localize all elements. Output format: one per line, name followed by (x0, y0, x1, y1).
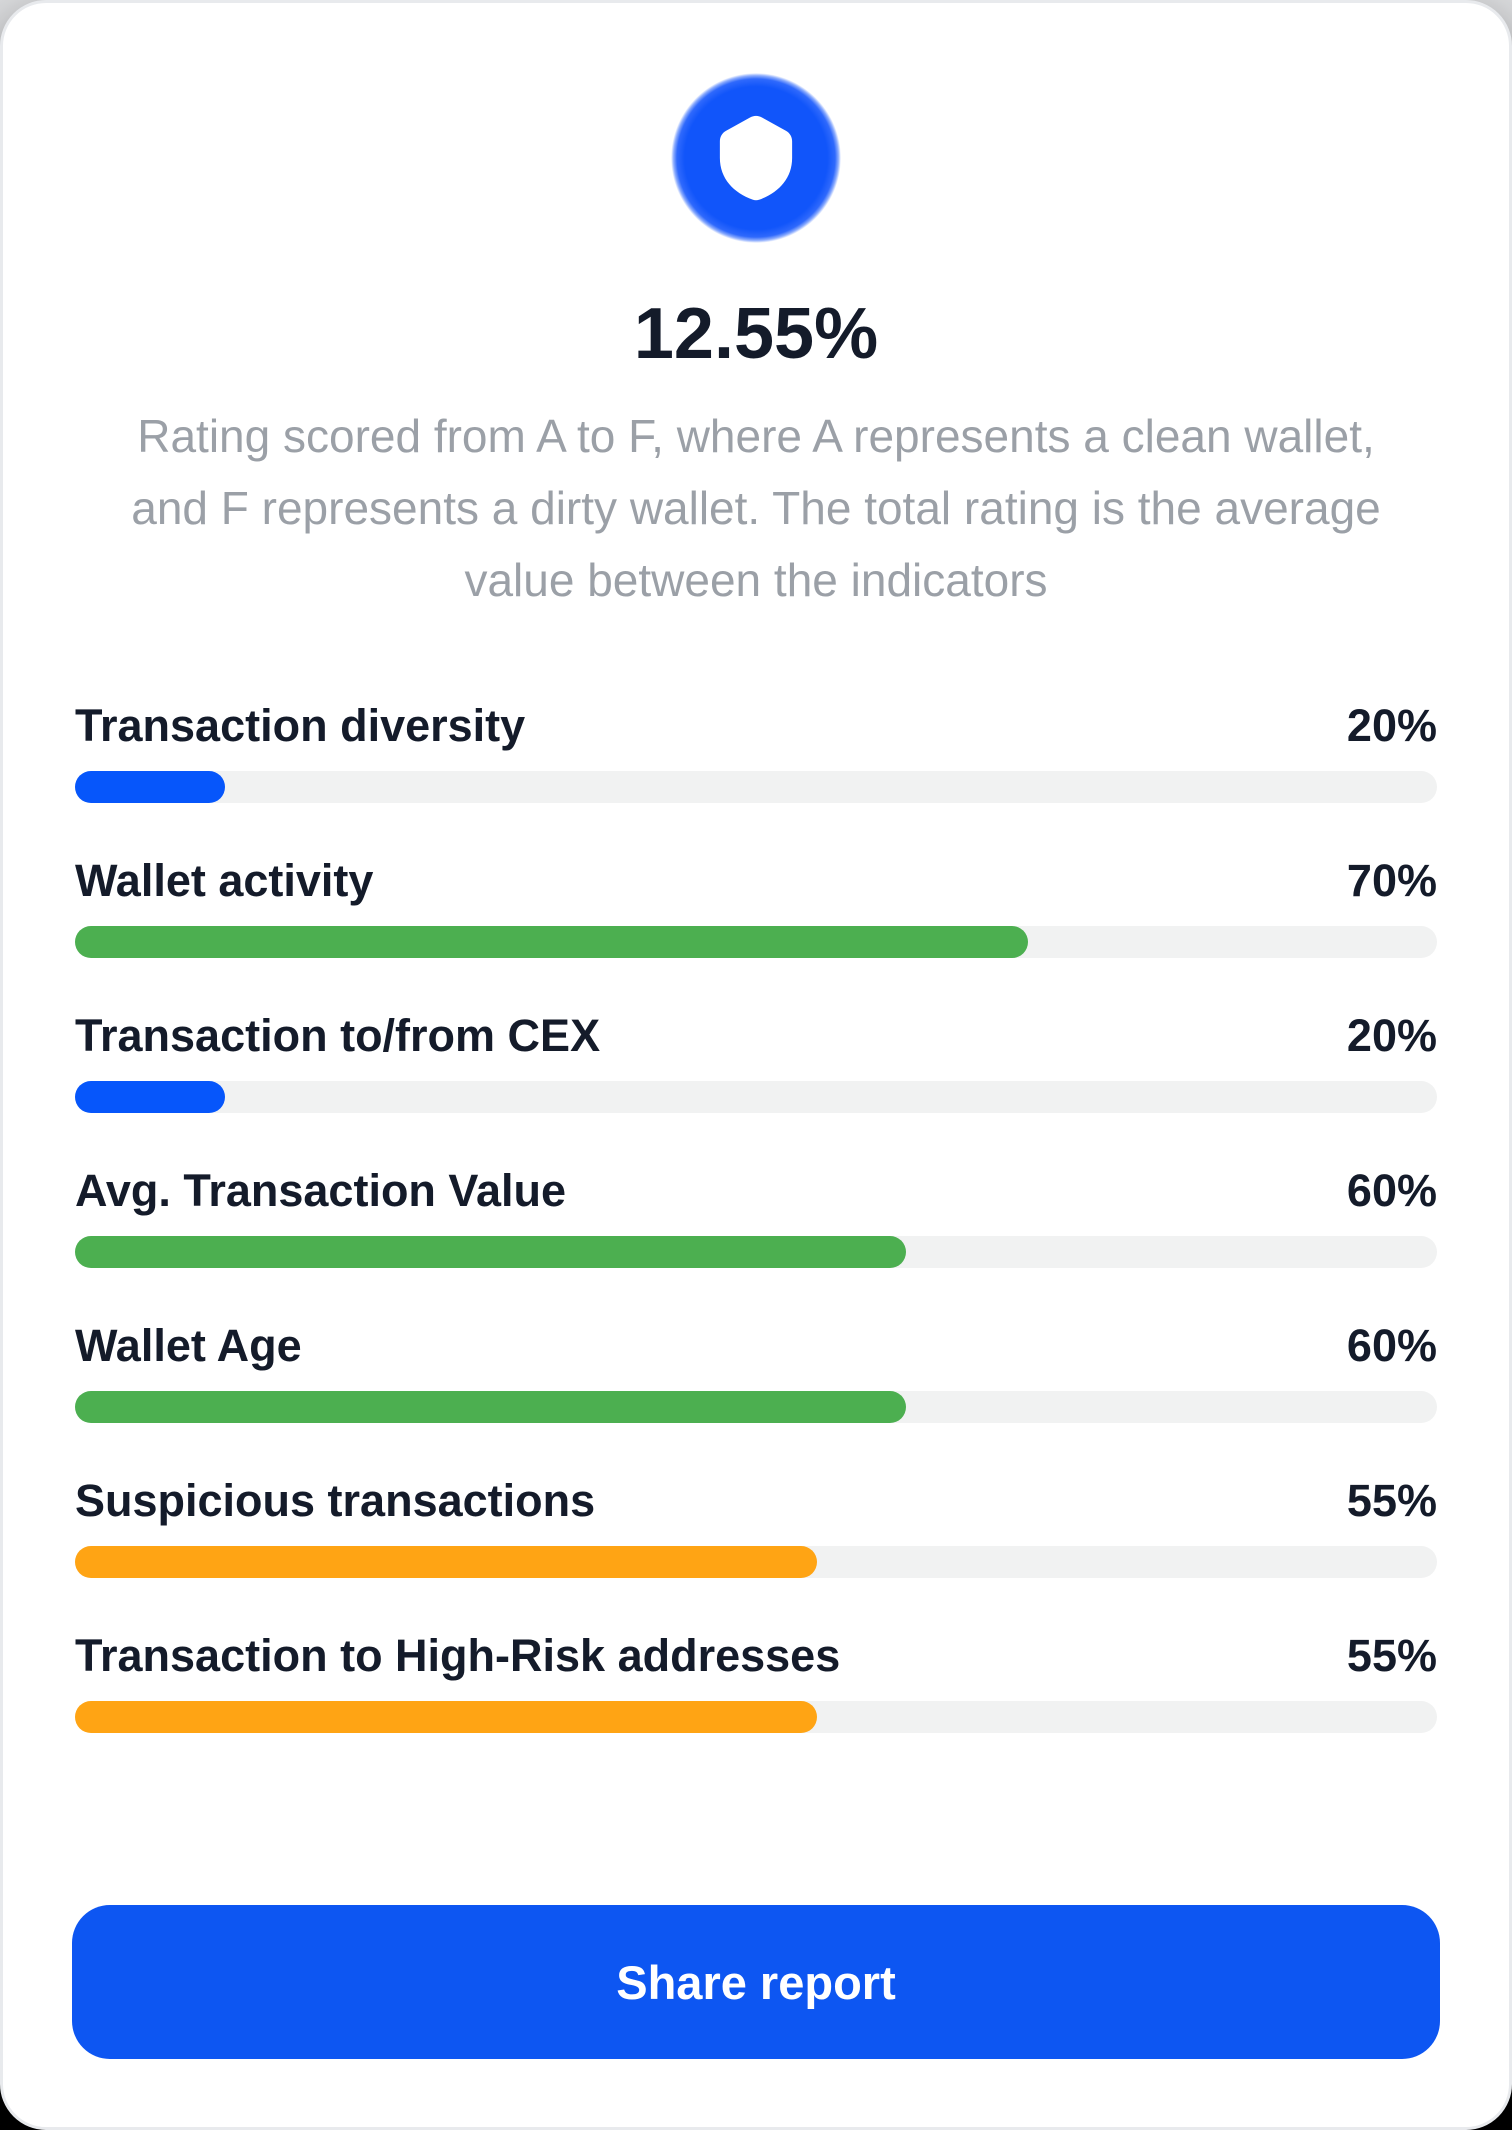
indicator-row: Transaction diversity 20% (75, 701, 1437, 803)
indicator-value: 55% (1346, 1630, 1437, 1681)
indicator-value: 20% (1346, 1010, 1437, 1061)
indicator-label: Transaction to/from CEX (75, 1010, 601, 1061)
indicator-progress-track (75, 771, 1437, 803)
indicator-row: Suspicious transactions 55% (75, 1476, 1437, 1578)
indicator-progress-fill (75, 1701, 818, 1733)
indicator-row: Transaction to/from CEX 20% (75, 1011, 1437, 1113)
indicator-label: Transaction diversity (75, 700, 526, 751)
indicator-row-head: Wallet Age 60% (75, 1321, 1437, 1371)
rating-description: Rating scored from A to F, where A repre… (131, 410, 1381, 606)
indicator-label: Suspicious transactions (75, 1475, 596, 1526)
indicator-row-head: Suspicious transactions 55% (75, 1476, 1437, 1526)
indicator-value: 60% (1346, 1165, 1437, 1216)
share-report-button[interactable]: Share report (72, 1905, 1440, 2059)
indicator-label: Avg. Transaction Value (75, 1165, 567, 1216)
indicator-row-head: Avg. Transaction Value 60% (75, 1166, 1437, 1216)
indicator-progress-fill (75, 1391, 906, 1423)
indicator-progress-track (75, 1391, 1437, 1423)
indicator-row-head: Transaction diversity 20% (75, 701, 1437, 751)
indicator-label: Transaction to High-Risk addresses (75, 1630, 841, 1681)
indicator-row: Wallet activity 70% (75, 856, 1437, 958)
rating-score: 12.55% (633, 294, 879, 374)
indicator-progress-track (75, 1546, 1437, 1578)
indicator-progress-track (75, 1081, 1437, 1113)
shield-glyph (719, 115, 793, 201)
indicator-value: 70% (1346, 855, 1437, 906)
indicator-progress-track (75, 926, 1437, 958)
indicator-progress-fill (75, 926, 1029, 958)
indicator-progress-fill (75, 1236, 906, 1268)
share-report-label: Share report (616, 1955, 896, 2009)
indicator-value: 60% (1346, 1320, 1437, 1371)
shield-icon (671, 73, 841, 243)
indicator-row-head: Transaction to High-Risk addresses 55% (75, 1631, 1437, 1681)
indicator-progress-fill (75, 771, 225, 803)
indicator-progress-fill (75, 1081, 225, 1113)
indicator-label: Wallet Age (75, 1320, 302, 1371)
indicator-progress-track (75, 1701, 1437, 1733)
indicator-progress-track (75, 1236, 1437, 1268)
indicator-row: Transaction to High-Risk addresses 55% (75, 1631, 1437, 1733)
indicator-row-head: Wallet activity 70% (75, 856, 1437, 906)
indicator-row: Wallet Age 60% (75, 1321, 1437, 1423)
indicator-list: Transaction diversity 20% Wallet activit… (3, 701, 1509, 1733)
indicator-progress-fill (75, 1546, 818, 1578)
indicator-value: 20% (1346, 700, 1437, 751)
indicator-row-head: Transaction to/from CEX 20% (75, 1011, 1437, 1061)
indicator-value: 55% (1346, 1475, 1437, 1526)
indicator-row: Avg. Transaction Value 60% (75, 1166, 1437, 1268)
indicator-label: Wallet activity (75, 855, 374, 906)
